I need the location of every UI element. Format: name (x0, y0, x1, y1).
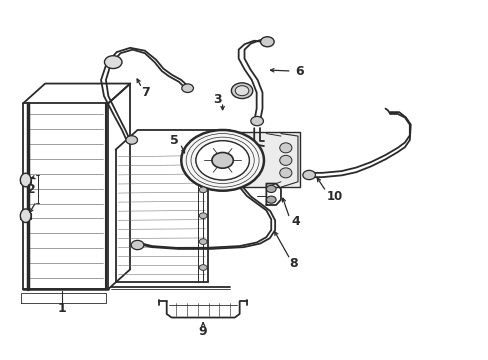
Text: 10: 10 (325, 190, 342, 203)
Text: 7: 7 (141, 86, 150, 99)
Text: 4: 4 (290, 215, 299, 228)
Circle shape (266, 185, 276, 193)
Circle shape (131, 240, 143, 249)
Circle shape (104, 56, 122, 68)
Circle shape (196, 141, 249, 180)
Ellipse shape (279, 156, 291, 165)
Circle shape (199, 213, 206, 219)
Text: 2: 2 (27, 183, 36, 196)
Text: 9: 9 (199, 325, 207, 338)
Circle shape (199, 187, 206, 193)
Circle shape (266, 196, 276, 203)
Circle shape (199, 265, 206, 270)
Circle shape (199, 161, 206, 167)
Text: 5: 5 (169, 134, 178, 147)
Text: 6: 6 (295, 64, 303, 77)
Circle shape (250, 116, 263, 126)
Circle shape (125, 136, 137, 144)
Circle shape (302, 170, 315, 180)
Ellipse shape (279, 168, 291, 178)
Circle shape (182, 84, 193, 93)
Text: 8: 8 (288, 257, 297, 270)
Ellipse shape (279, 143, 291, 153)
Circle shape (199, 239, 206, 244)
Circle shape (260, 37, 274, 47)
Circle shape (231, 83, 252, 99)
Ellipse shape (20, 173, 31, 187)
Circle shape (181, 130, 264, 191)
Ellipse shape (20, 209, 31, 222)
Circle shape (235, 86, 248, 96)
Text: 1: 1 (58, 302, 66, 315)
Bar (220, 132, 300, 187)
Text: 3: 3 (213, 93, 222, 106)
Circle shape (211, 153, 233, 168)
